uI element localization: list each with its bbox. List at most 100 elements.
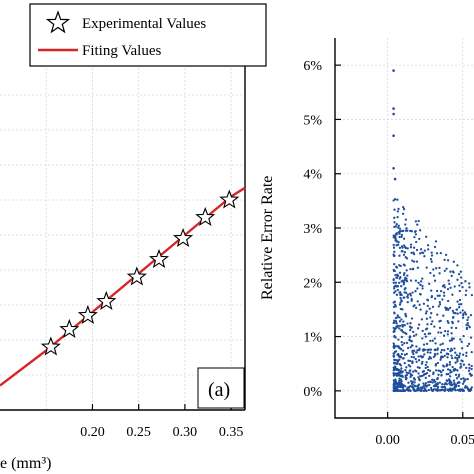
error-point xyxy=(396,273,399,276)
error-point xyxy=(427,357,430,361)
error-point xyxy=(392,278,395,281)
error-point xyxy=(403,361,406,365)
error-point xyxy=(464,313,468,316)
error-point xyxy=(436,313,439,316)
error-point xyxy=(409,380,413,383)
legend: Experimental Values Fiting Values xyxy=(29,3,267,67)
error-point xyxy=(453,385,456,388)
error-point xyxy=(398,303,402,306)
error-point xyxy=(453,347,456,350)
error-point xyxy=(411,268,415,271)
error-point xyxy=(408,359,412,363)
error-point xyxy=(417,323,421,326)
error-point xyxy=(395,322,398,325)
error-point xyxy=(400,299,403,302)
left-x-ticks: 0.20 0.25 0.30 0.35 xyxy=(80,404,243,440)
error-point xyxy=(393,334,396,338)
error-point xyxy=(469,388,473,392)
error-point xyxy=(465,327,469,331)
error-point xyxy=(421,277,424,280)
error-point xyxy=(461,353,465,356)
error-point xyxy=(409,267,412,271)
error-outlier-point-4 xyxy=(392,167,395,170)
error-point xyxy=(405,227,408,230)
error-point xyxy=(411,386,415,389)
error-point xyxy=(446,368,450,371)
error-point xyxy=(439,358,442,361)
experimental-point-4 xyxy=(126,266,147,286)
error-point xyxy=(424,366,427,370)
error-point xyxy=(466,344,469,348)
error-point xyxy=(458,381,461,384)
error-point xyxy=(398,358,401,361)
error-point xyxy=(409,229,412,233)
error-point xyxy=(451,388,454,391)
legend-star-shape xyxy=(45,10,71,34)
error-point xyxy=(464,280,467,283)
error-point xyxy=(392,342,395,345)
error-point xyxy=(426,351,429,354)
error-point xyxy=(455,308,458,311)
error-point xyxy=(464,386,467,389)
error-point xyxy=(412,246,416,249)
error-point xyxy=(420,356,424,359)
error-point xyxy=(454,373,458,377)
error-point xyxy=(434,380,437,383)
error-point xyxy=(451,293,454,296)
error-point xyxy=(393,221,396,224)
error-point xyxy=(450,370,453,374)
right-y-tick-label-1: 1% xyxy=(303,331,322,346)
error-point xyxy=(404,313,407,317)
error-point xyxy=(392,268,395,272)
error-point xyxy=(400,229,404,233)
error-point xyxy=(451,365,454,369)
error-point xyxy=(425,317,429,320)
error-point xyxy=(400,250,403,253)
error-point xyxy=(448,306,452,310)
error-point xyxy=(405,341,409,345)
error-point xyxy=(459,270,462,273)
error-point xyxy=(442,314,445,317)
error-point xyxy=(415,345,418,348)
error-point xyxy=(392,246,396,249)
error-point xyxy=(402,244,406,247)
error-point xyxy=(449,387,452,390)
error-point xyxy=(463,311,467,314)
experimental-point-2 xyxy=(77,304,98,325)
error-point xyxy=(409,322,412,325)
error-point xyxy=(429,386,433,390)
error-point xyxy=(452,379,456,382)
experimental-point-3 xyxy=(96,290,117,311)
error-point xyxy=(435,384,438,388)
error-point xyxy=(416,384,420,387)
error-point xyxy=(439,251,442,255)
right-x-tick-label-0: 0.00 xyxy=(375,433,400,448)
error-point xyxy=(393,384,396,387)
error-point xyxy=(399,307,402,311)
error-point xyxy=(392,369,396,372)
error-point xyxy=(458,306,461,309)
error-point xyxy=(449,270,452,273)
error-point xyxy=(417,359,421,362)
error-point xyxy=(394,239,397,242)
left-x-axis-label: ne (mm³) xyxy=(0,455,51,472)
error-point xyxy=(437,373,440,376)
error-point xyxy=(398,374,401,377)
error-point xyxy=(395,265,398,268)
error-point xyxy=(462,377,465,380)
error-point xyxy=(395,276,399,279)
right-y-tick-label-0: 0% xyxy=(303,385,322,400)
error-point xyxy=(407,359,410,362)
error-point xyxy=(448,361,452,364)
error-point xyxy=(404,246,408,250)
error-point xyxy=(460,377,463,381)
error-point xyxy=(437,331,440,334)
error-point xyxy=(419,248,423,251)
error-point xyxy=(424,372,427,376)
error-point xyxy=(405,371,408,374)
error-point xyxy=(470,350,473,354)
error-point xyxy=(423,332,427,336)
error-point xyxy=(426,384,429,387)
error-point xyxy=(409,375,412,379)
error-point xyxy=(463,379,466,382)
